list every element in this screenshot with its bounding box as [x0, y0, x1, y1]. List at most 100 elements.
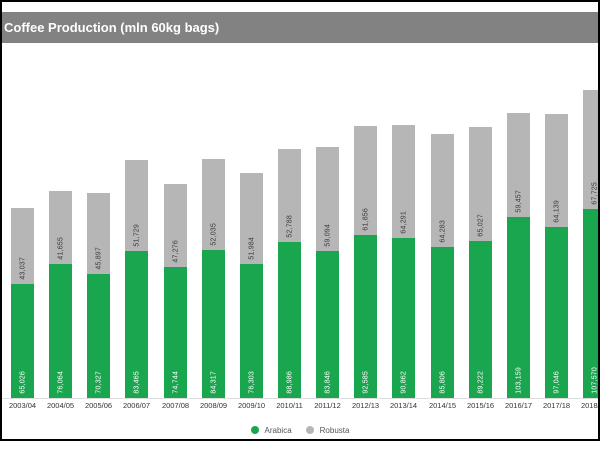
- stacked-bar-2004-05: 76,064 41,655: [49, 191, 72, 398]
- robusta-segment: [316, 147, 339, 251]
- arabica-value-label: 92,585: [362, 371, 369, 394]
- arabica-value-label: 76,303: [248, 371, 255, 394]
- legend-item-arabica: Arabica: [250, 425, 292, 435]
- robusta-value-label: 59,457: [515, 190, 522, 213]
- stacked-bar-2018-19: 107,570 67,725: [583, 90, 598, 398]
- x-axis-label: 2014/15: [428, 401, 457, 410]
- robusta-segment: [431, 134, 454, 247]
- legend-label-arabica: Arabica: [264, 425, 292, 435]
- arabica-value-label: 88,986: [286, 371, 293, 394]
- arabica-value-label: 85,806: [439, 371, 446, 394]
- robusta-value-label: 52,788: [286, 215, 293, 238]
- arabica-legend-dot-icon: [250, 426, 259, 434]
- x-axis-label: 2008/09: [199, 401, 228, 410]
- robusta-value-label: 61,856: [362, 208, 369, 231]
- x-axis-label: 2004/05: [46, 401, 75, 410]
- x-axis-label: 2015/16: [466, 401, 495, 410]
- stacked-bar-2007-08: 74,744 47,276: [164, 184, 187, 398]
- x-axis-label: 2011/12: [314, 401, 341, 410]
- robusta-value-label: 51,984: [248, 237, 255, 260]
- arabica-segment: [469, 241, 492, 398]
- arabica-value-label: 103,159: [515, 367, 522, 394]
- robusta-legend-dot-icon: [305, 426, 314, 434]
- robusta-segment: [240, 173, 263, 264]
- arabica-segment: [278, 242, 301, 398]
- arabica-segment: [125, 251, 148, 398]
- robusta-segment: [469, 127, 492, 241]
- stacked-bar-2015-16: 89,222 65,027: [469, 127, 492, 398]
- x-axis-label: 2016/17: [504, 401, 533, 410]
- arabica-value-label: 83,465: [133, 371, 140, 394]
- robusta-segment: [125, 160, 148, 251]
- stacked-bar-2017-18: 97,046 64,139: [545, 114, 568, 398]
- robusta-segment: [278, 149, 301, 242]
- robusta-value-label: 51,729: [133, 224, 140, 247]
- arabica-segment: [392, 238, 415, 398]
- robusta-segment: [507, 113, 530, 217]
- stacked-bar-2013-14: 90,862 64,291: [392, 125, 415, 398]
- stacked-bar-2005-06: 70,327 45,897: [87, 193, 110, 398]
- robusta-value-label: 64,139: [553, 200, 560, 223]
- chart-area: 65,026 43,037 76,064 41,655 70,327 45,897 83,4…: [2, 2, 598, 410]
- arabica-segment: [49, 264, 72, 398]
- arabica-value-label: 107,570: [591, 367, 598, 394]
- robusta-value-label: 45,897: [95, 247, 102, 270]
- robusta-value-label: 47,276: [172, 240, 179, 263]
- robusta-value-label: 67,725: [591, 182, 598, 205]
- arabica-segment: [431, 247, 454, 398]
- robusta-segment: [49, 191, 72, 264]
- arabica-value-label: 70,327: [95, 371, 102, 394]
- x-axis-baseline: [2, 398, 598, 399]
- stacked-bar-2012-13: 92,585 61,856: [354, 126, 377, 398]
- robusta-segment: [354, 126, 377, 235]
- arabica-segment: [240, 264, 263, 398]
- stacked-bar-2011-12: 83,846 59,094: [316, 147, 339, 398]
- stacked-bar-2006-07: 83,465 51,729: [125, 160, 148, 398]
- robusta-segment: [11, 208, 34, 284]
- robusta-value-label: 64,283: [439, 220, 446, 243]
- arabica-value-label: 76,064: [57, 371, 64, 394]
- x-axis-label: 2007/08: [161, 401, 190, 410]
- x-axis-label: 2013/14: [389, 401, 418, 410]
- robusta-segment: [202, 159, 225, 250]
- robusta-value-label: 43,037: [19, 257, 26, 280]
- stacked-bar-2003-04: 65,026 43,037: [11, 208, 34, 398]
- arabica-value-label: 83,846: [324, 371, 331, 394]
- stacked-bar-2008-09: 84,317 52,035: [202, 159, 225, 398]
- stacked-bar-2014-15: 85,806 64,283: [431, 134, 454, 398]
- stacked-bar-2010-11: 88,986 52,788: [278, 149, 301, 398]
- robusta-segment: [392, 125, 415, 238]
- x-axis-label: 2012/13: [351, 401, 380, 410]
- stacked-bar-2016-17: 103,159 59,457: [507, 113, 530, 398]
- arabica-value-label: 89,222: [477, 371, 484, 394]
- robusta-value-label: 59,094: [324, 224, 331, 247]
- arabica-segment: [583, 209, 598, 398]
- arabica-value-label: 97,046: [553, 371, 560, 394]
- arabica-segment: [354, 235, 377, 398]
- chart-title: Coffee Production (mln 60kg bags): [4, 20, 220, 35]
- arabica-value-label: 74,744: [172, 371, 179, 394]
- arabica-segment: [507, 217, 530, 398]
- robusta-segment: [545, 114, 568, 227]
- robusta-segment: [164, 184, 187, 267]
- robusta-value-label: 64,291: [400, 211, 407, 234]
- arabica-segment: [87, 274, 110, 398]
- x-axis-label: 2018/19: [580, 401, 600, 410]
- arabica-segment: [11, 284, 34, 398]
- legend-item-robusta: Robusta: [305, 425, 350, 435]
- chart-header: Coffee Production (mln 60kg bags): [2, 12, 598, 43]
- arabica-value-label: 84,317: [210, 371, 217, 394]
- x-axis-label: 2006/07: [122, 401, 151, 410]
- robusta-value-label: 52,035: [210, 223, 217, 246]
- robusta-value-label: 41,655: [57, 237, 64, 260]
- stacked-bar-2009-10: 76,303 51,984: [240, 173, 263, 398]
- robusta-segment: [87, 193, 110, 274]
- legend-label-robusta: Robusta: [319, 425, 350, 435]
- x-axis-label: 2010/11: [276, 401, 303, 410]
- chart-legend: Arabica Robusta: [2, 423, 598, 437]
- x-axis-label: 2009/10: [237, 401, 266, 410]
- arabica-segment: [316, 251, 339, 398]
- arabica-value-label: 65,026: [19, 371, 26, 394]
